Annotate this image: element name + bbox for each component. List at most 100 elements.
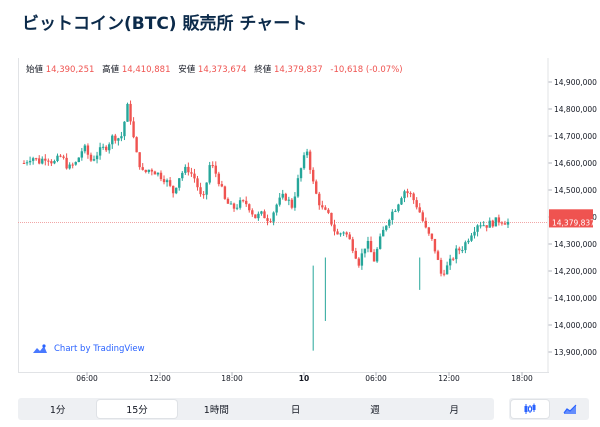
candle-body: [62, 156, 65, 158]
candle-body: [302, 155, 306, 169]
timeframe-week-button[interactable]: 週: [370, 405, 380, 416]
candle-body: [452, 258, 455, 260]
candle-body: [275, 204, 278, 213]
candle-body: [418, 207, 421, 213]
candle-body: [378, 236, 382, 249]
y-tick-label: 14,500,000: [554, 186, 597, 195]
candle-body: [129, 103, 132, 122]
candle-body: [345, 232, 348, 235]
candle-body: [470, 235, 473, 241]
x-tick-label: 10: [299, 374, 309, 383]
candle-body: [321, 205, 324, 208]
candle-body: [220, 184, 224, 187]
candle-body: [153, 171, 157, 175]
candle-body: [293, 196, 297, 208]
candle-body: [318, 193, 321, 206]
candle-body: [266, 218, 269, 222]
candle-body: [135, 137, 138, 153]
candle-body: [241, 200, 245, 202]
candle-body: [442, 273, 446, 275]
candle-body: [138, 152, 141, 168]
candle-body: [111, 135, 114, 145]
x-tick-label: 18:00: [511, 374, 533, 383]
candle-body: [25, 162, 29, 164]
candle-body: [92, 159, 96, 161]
y-tick-label: 14,300,000: [554, 240, 597, 249]
candle-body: [363, 248, 367, 254]
page-title: ビットコイン(BTC) 販売所 チャート: [22, 14, 308, 34]
change-value: -10,618 (-0.07%): [330, 65, 403, 75]
high-value: 14,410,881: [121, 65, 171, 75]
candle-body: [44, 158, 47, 161]
area-chart-button[interactable]: [551, 398, 589, 420]
candle-body: [284, 193, 287, 201]
candle-body: [473, 231, 476, 236]
candle-body: [59, 155, 62, 157]
candle-body: [175, 187, 178, 194]
candle-body: [83, 145, 87, 152]
candle-body: [333, 224, 336, 232]
candle-body: [165, 180, 169, 183]
candle-body: [430, 233, 434, 239]
candle-body: [114, 135, 117, 141]
candle-body: [461, 250, 464, 252]
candle-body: [330, 212, 333, 225]
candle-body: [71, 164, 74, 166]
y-tick-label: 14,600,000: [554, 159, 597, 168]
candle-body: [427, 227, 431, 234]
candle-body: [144, 169, 147, 172]
candle-body: [156, 172, 160, 175]
candle-body: [445, 265, 449, 275]
candle-body: [424, 220, 428, 228]
candle-body: [372, 252, 376, 262]
candle-body: [196, 178, 199, 188]
ohlc-legend: 始値 14,390,251 高値 14,410,881 安値 14,373,67…: [26, 63, 408, 75]
close-value: 14,379,837: [274, 65, 323, 75]
open-value: 14,390,251: [45, 65, 95, 75]
candle-body: [494, 217, 498, 227]
candle-body: [95, 155, 99, 160]
candle-body: [65, 157, 68, 169]
timeframe-1m-button[interactable]: 1分: [49, 405, 66, 416]
candle-body: [187, 166, 190, 173]
candle-body: [336, 231, 339, 235]
candle-body: [217, 173, 221, 185]
candle-body: [497, 217, 501, 223]
candle-body: [229, 203, 233, 205]
tradingview-attribution[interactable]: Chart by TradingView: [32, 344, 145, 354]
candle-body: [86, 145, 90, 155]
candle-body: [260, 211, 263, 214]
candle-body: [34, 158, 38, 160]
candle-body: [348, 234, 351, 240]
y-tick-label: 14,100,000: [554, 294, 597, 303]
candle-body: [171, 185, 175, 194]
candle-body: [412, 193, 415, 201]
candle-body: [238, 200, 242, 208]
candle-body: [235, 207, 239, 209]
candle-body: [214, 165, 217, 174]
close-label: 終値: [254, 65, 272, 75]
candle-body: [485, 225, 488, 228]
candle-body: [77, 157, 80, 163]
candle-body: [308, 151, 312, 170]
y-tick-label: 14,700,000: [554, 132, 597, 141]
candle-body: [147, 169, 151, 172]
timeframe-1h-button[interactable]: 1時間: [203, 405, 229, 416]
candle-body: [101, 146, 105, 148]
candle-body: [126, 103, 129, 122]
candle-body: [108, 144, 111, 151]
candle-body: [458, 248, 461, 251]
chart-area[interactable]: [18, 58, 549, 373]
timeframe-month-button[interactable]: 月: [449, 405, 460, 416]
candle-body: [391, 211, 394, 220]
candlestick-chart-button[interactable]: [511, 400, 549, 418]
timeframe-day-button[interactable]: 日: [290, 405, 301, 416]
timeframe-selector: 1分 15分 1時間 日 週 月: [18, 398, 494, 420]
candle-body: [403, 191, 406, 199]
candle-body: [141, 167, 144, 170]
candle-body: [22, 163, 26, 164]
timeframe-15m-button[interactable]: 15分: [97, 400, 177, 418]
candle-body: [150, 169, 154, 172]
candle-body: [381, 229, 385, 237]
